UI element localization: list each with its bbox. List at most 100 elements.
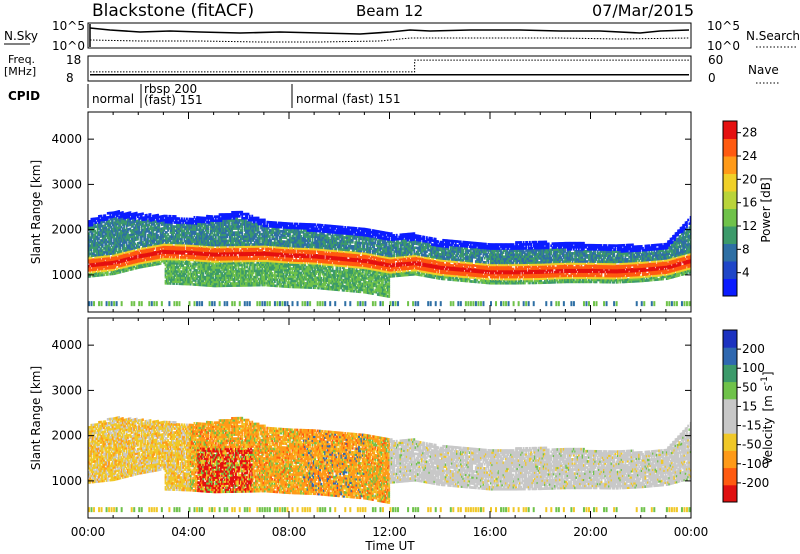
power-cell-432 — [108, 211, 110, 215]
power-cell-3428 — [243, 247, 246, 251]
power-cell-3067 — [229, 270, 232, 273]
power-cell-3268 — [237, 259, 240, 263]
power-cell-3264 — [237, 267, 240, 271]
power-cell-3308 — [238, 239, 241, 243]
power-cell-4445 — [287, 238, 290, 242]
power-cell-3837 — [261, 273, 264, 277]
power-cell-1011 — [136, 246, 139, 249]
power-cell-4715 — [300, 261, 303, 265]
power-cell-4001 — [267, 239, 270, 242]
power-cell-2330 — [201, 279, 203, 283]
power-cell-437 — [109, 262, 112, 266]
power-cell-3005 — [227, 266, 230, 269]
power-cell-4009 — [268, 280, 271, 283]
power-cell-4222 — [277, 241, 280, 245]
power-cell-1515 — [164, 214, 167, 218]
power-cell-1603 — [169, 280, 172, 283]
power-cell-4741 — [301, 267, 304, 271]
power-cell-1107 — [142, 230, 144, 234]
power-cell-2847 — [221, 245, 224, 249]
power-cell-4727 — [300, 237, 303, 240]
power-cell-353 — [104, 214, 107, 217]
power-cell-1492 — [164, 267, 167, 271]
power-cell-536 — [113, 217, 115, 221]
power-cell-1373 — [157, 242, 159, 245]
power-cell-3666 — [253, 279, 256, 283]
power-cell-1900 — [182, 276, 185, 280]
power-cell-4215 — [277, 258, 280, 261]
power-cell-2514 — [207, 219, 210, 222]
power-cell-892 — [130, 243, 133, 247]
power-cell-86 — [91, 242, 94, 245]
power-cell-3870 — [262, 265, 265, 269]
power-cell-2284 — [198, 234, 201, 238]
power-cell-2231 — [196, 218, 198, 221]
power-cell-4626 — [296, 267, 299, 271]
power-cell-3191 — [234, 282, 237, 285]
power-cell-4396 — [285, 224, 288, 227]
power-cell-449 — [109, 232, 112, 235]
power-cell-3653 — [252, 237, 255, 240]
power-cell-754 — [123, 216, 126, 220]
power-cell-4379 — [285, 262, 288, 266]
power-cell-4957 — [310, 223, 313, 226]
power-cell-2468 — [206, 251, 208, 255]
power-cell-3974 — [266, 232, 269, 236]
power-cell-2036 — [188, 278, 191, 282]
power-cell-238 — [99, 243, 102, 246]
power-cell-1565 — [167, 241, 169, 244]
power-cell-4547 — [292, 253, 295, 256]
power-cell-3909 — [263, 245, 266, 248]
power-cell-3614 — [251, 253, 254, 257]
power-cell-2441 — [204, 243, 207, 246]
power-cell-4151 — [275, 268, 278, 271]
power-cell-2794 — [218, 219, 221, 223]
power-cell-882 — [130, 263, 133, 267]
power-cell-1019 — [136, 227, 139, 231]
power-cell-1038 — [138, 231, 141, 235]
power-cell-637 — [118, 234, 121, 238]
power-cell-3278 — [237, 235, 240, 238]
power-cell-4106 — [272, 249, 275, 253]
power-cell-2822 — [219, 231, 222, 235]
power-cell-839 — [128, 250, 131, 253]
power-cell-4392 — [285, 232, 288, 235]
power-cell-2433 — [204, 259, 207, 263]
power-cell-1016 — [136, 233, 139, 237]
power-cell-282 — [101, 265, 104, 269]
power-cell-769 — [124, 239, 127, 242]
power-cell-3465 — [245, 233, 247, 236]
power-cell-1187 — [147, 258, 149, 262]
power-cell-4135 — [273, 247, 276, 251]
power-cell-1405 — [158, 219, 161, 223]
power-cell-4439 — [287, 252, 290, 256]
power-cell-2500 — [207, 249, 210, 253]
power-cell-494 — [111, 254, 114, 257]
power-cell-3399 — [242, 245, 245, 249]
power-cell-3957 — [266, 269, 269, 273]
power-cell-2535 — [208, 241, 211, 245]
power-cell-2404 — [203, 253, 206, 256]
power-cell-1265 — [150, 235, 153, 238]
power-cell-4569 — [294, 267, 296, 271]
power-cell-1895 — [180, 219, 183, 223]
power-cell-3336 — [240, 241, 242, 245]
power-cell-2674 — [214, 274, 217, 278]
power-cell-2489 — [207, 273, 210, 277]
power-cell-4284 — [280, 223, 283, 227]
power-cell-123 — [93, 217, 95, 221]
power-cell-861 — [129, 258, 132, 261]
power-cell-570 — [115, 267, 118, 271]
power-cell-4481 — [289, 222, 291, 226]
noise-panel: N.Sky 10^5 10^0 10^5 10^0 N.Search — [4, 19, 800, 53]
power-cell-2012 — [187, 264, 190, 268]
power-cell-4422 — [286, 226, 289, 229]
power-cell-4031 — [268, 231, 271, 234]
power-cell-4453 — [289, 283, 291, 287]
power-cell-1274 — [150, 216, 153, 220]
power-cell-1251 — [149, 213, 152, 216]
power-cell-4188 — [276, 254, 279, 257]
power-cell-2147 — [193, 283, 196, 286]
power-cell-3627 — [251, 224, 254, 228]
power-cell-3074 — [229, 255, 232, 259]
